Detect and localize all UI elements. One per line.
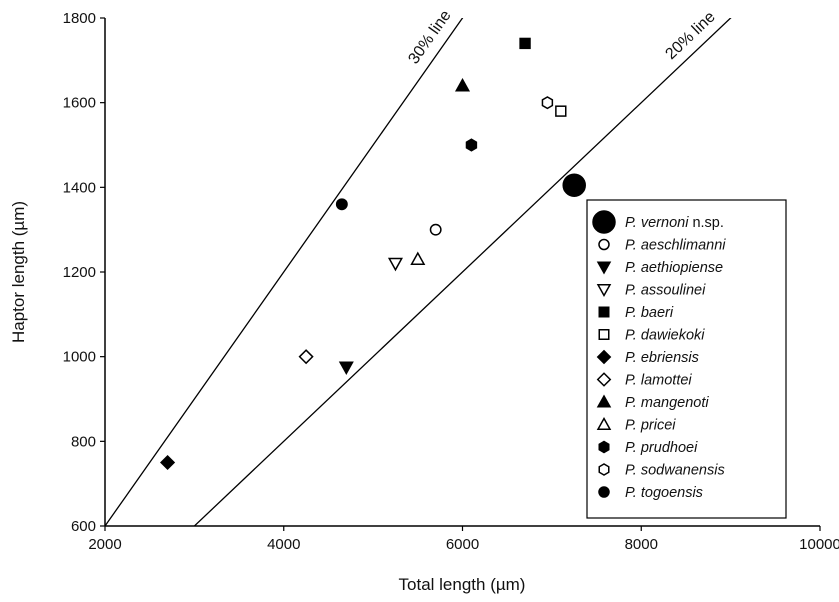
legend-label-ebriensis: P. ebriensis — [625, 350, 699, 366]
legend-marker-baeri — [598, 306, 610, 318]
reference-line — [105, 18, 464, 526]
x-axis-label: Total length (µm) — [399, 575, 526, 594]
y-tick-label: 1800 — [63, 10, 96, 27]
data-point-lamottei — [298, 349, 314, 365]
legend-marker-togoensis — [598, 486, 610, 498]
legend-label-vernoni: P. vernoni n.sp. — [625, 215, 724, 231]
legend-label-mangenoti: P. mangenoti — [625, 395, 709, 411]
legend-marker-vernoni — [592, 210, 616, 234]
y-tick-label: 800 — [71, 433, 96, 450]
legend-label-aeschlimanni: P. aeschlimanni — [625, 238, 726, 254]
y-axis-label: Haptor length (µm) — [9, 201, 28, 343]
x-tick-label: 10000 — [799, 536, 839, 553]
reference-line — [193, 18, 732, 526]
legend-box — [586, 199, 787, 519]
legend-marker-aeschlimanni — [598, 238, 610, 251]
legend-label-prudhoei: P. prudhoei — [625, 440, 698, 456]
data-point-togoensis — [335, 198, 348, 211]
legend-label-sodwanensis: P. sodwanensis — [625, 463, 725, 479]
y-tick-label: 1400 — [63, 179, 96, 196]
legend-label-assoulinei: P. assoulinei — [625, 283, 706, 299]
x-tick-label: 6000 — [446, 536, 479, 553]
data-point-assoulinei — [387, 257, 403, 272]
legend-label-aethiopiense: P. aethiopiense — [625, 260, 723, 276]
reference-line-label: 30% line — [405, 7, 454, 67]
x-tick-label: 4000 — [267, 536, 300, 553]
legend-marker-ebriensis — [596, 349, 612, 365]
y-tick-label: 1000 — [63, 349, 96, 366]
legend-marker-sodwanensis — [598, 463, 610, 476]
legend-marker-prudhoei — [598, 440, 610, 454]
data-point-aeschlimanni — [429, 223, 442, 236]
legend-label-togoensis: P. togoensis — [625, 485, 703, 501]
legend-marker-assoulinei — [596, 283, 612, 298]
data-point-pricei — [410, 251, 426, 266]
data-point-ebriensis — [160, 454, 176, 471]
legend-label-dawiekoki: P. dawiekoki — [625, 328, 705, 344]
y-tick-label: 600 — [71, 518, 96, 535]
x-tick-label: 8000 — [625, 536, 658, 553]
y-tick-label: 1600 — [63, 95, 96, 112]
legend-marker-lamottei — [596, 372, 612, 387]
legend-label-baeri: P. baeri — [625, 305, 674, 321]
legend-marker-mangenoti — [596, 394, 612, 408]
legend-label-lamottei: P. lamottei — [625, 373, 692, 389]
data-point-dawiekoki — [555, 105, 567, 117]
y-tick-label: 1200 — [63, 264, 96, 281]
legend-marker-aethiopiense — [596, 261, 612, 275]
data-point-vernoni — [562, 173, 586, 197]
data-point-aethiopiense — [338, 361, 354, 376]
data-point-prudhoei — [465, 138, 478, 152]
data-point-baeri — [519, 37, 531, 50]
x-tick-label: 2000 — [88, 536, 121, 553]
data-point-mangenoti — [454, 77, 471, 92]
legend-marker-dawiekoki — [598, 329, 610, 340]
reference-line-label: 20% line — [662, 8, 718, 63]
legend-marker-pricei — [596, 416, 612, 431]
legend-label-pricei: P. pricei — [625, 418, 676, 434]
data-point-sodwanensis — [541, 96, 554, 110]
